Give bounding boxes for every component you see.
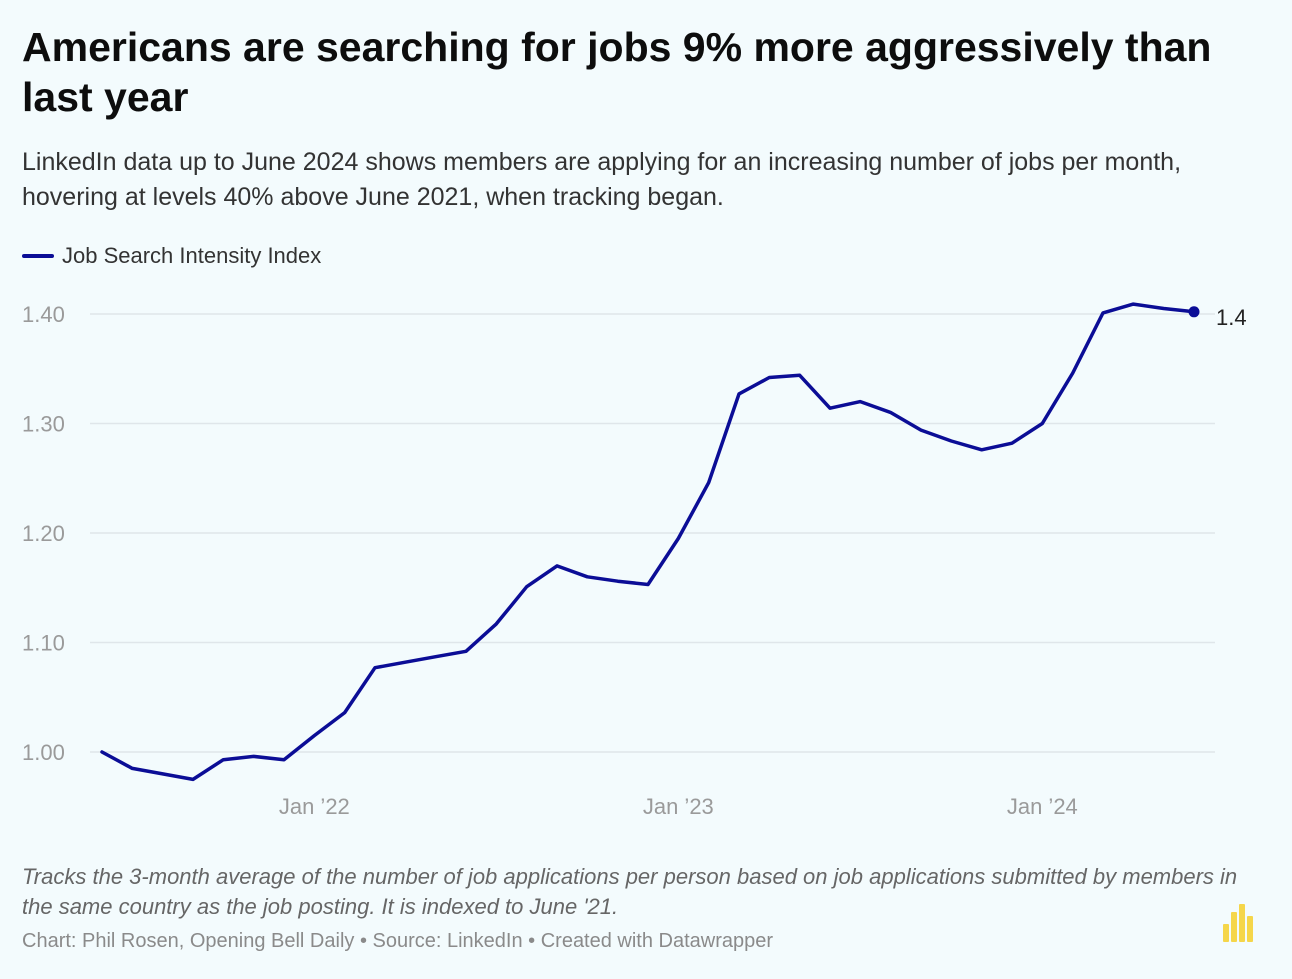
y-tick-label: 1.20 bbox=[22, 521, 65, 546]
opening-bell-logo bbox=[1190, 902, 1280, 968]
bar-logo-icon bbox=[1223, 904, 1253, 942]
end-value-label: 1.4 bbox=[1216, 305, 1247, 330]
y-tick-label: 1.30 bbox=[22, 412, 65, 437]
legend-swatch bbox=[22, 254, 54, 258]
line-chart: 1.00 1.10 1.20 1.30 1.40 Jan ’22 Jan ’23 Jan ’2… bbox=[22, 302, 1247, 819]
series-line bbox=[100, 302, 1196, 782]
chart-title: Americans are searching for jobs 9% more… bbox=[22, 24, 1212, 120]
legend-label: Job Search Intensity Index bbox=[62, 243, 322, 268]
chart-notes: Tracks the 3-month average of the number… bbox=[22, 864, 1238, 919]
chart-credit: Chart: Phil Rosen, Opening Bell Daily • … bbox=[22, 930, 774, 952]
y-tick-label: 1.00 bbox=[22, 740, 65, 765]
chart-subtitle: LinkedIn data up to June 2024 shows memb… bbox=[22, 148, 1182, 211]
legend: Job Search Intensity Index bbox=[22, 243, 321, 269]
x-tick-label: Jan ’22 bbox=[279, 794, 350, 819]
y-tick-label: 1.40 bbox=[22, 302, 65, 327]
x-tick-label: Jan ’24 bbox=[1007, 794, 1078, 819]
x-tick-label: Jan ’23 bbox=[643, 794, 714, 819]
data-point bbox=[1188, 306, 1200, 318]
y-tick-label: 1.10 bbox=[22, 631, 65, 656]
